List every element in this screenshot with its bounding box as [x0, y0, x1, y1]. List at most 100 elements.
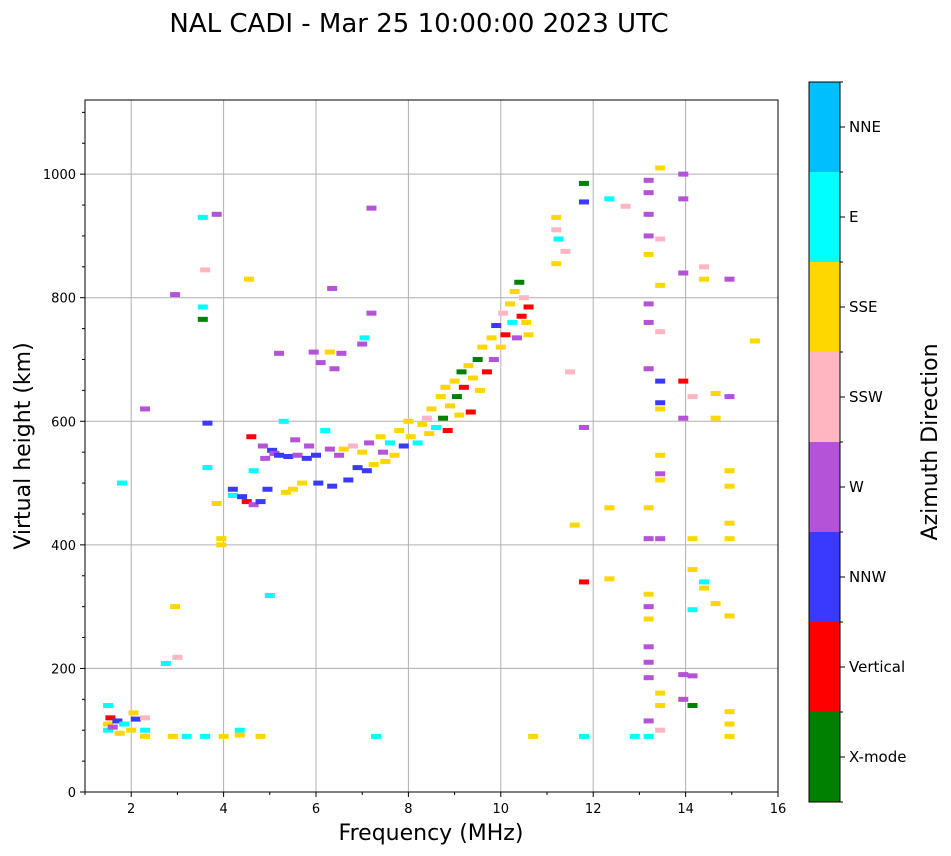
- echo-point: [655, 165, 666, 171]
- echo-point: [304, 443, 315, 449]
- echo-point: [488, 357, 499, 362]
- x-tick-label: 2: [127, 802, 135, 817]
- colorbar-label: SSW: [849, 388, 883, 406]
- echo-point: [643, 604, 654, 610]
- echo-point: [160, 660, 171, 666]
- echo-point: [366, 205, 377, 211]
- echo-point: [417, 421, 428, 427]
- echo-point: [578, 180, 589, 186]
- echo-point: [375, 434, 386, 440]
- echo-point: [655, 536, 666, 542]
- echo-point: [643, 591, 654, 597]
- echo-point: [200, 267, 211, 273]
- echo-point: [643, 733, 654, 739]
- echo-point: [560, 248, 571, 254]
- colorbar-segment: [809, 712, 840, 802]
- echo-point: [119, 721, 130, 727]
- echo-point: [643, 251, 654, 257]
- echo-point: [260, 455, 271, 461]
- echo-point: [724, 733, 735, 739]
- echo-point: [449, 378, 460, 384]
- echo-point: [412, 440, 423, 446]
- colorbar-segment: [809, 442, 840, 532]
- echo-point: [518, 295, 529, 301]
- echo-point: [655, 452, 666, 458]
- echo-point: [103, 703, 114, 708]
- y-tick-label: 400: [51, 539, 76, 554]
- echo-point: [699, 264, 710, 270]
- echo-point: [724, 709, 735, 715]
- echo-point: [334, 452, 345, 458]
- echo-point: [565, 369, 576, 375]
- echo-point: [678, 415, 689, 421]
- x-axis-label: Frequency (MHz): [339, 821, 524, 846]
- plot-area: 2 4 6 8 10 12 14 16 0 200 400 600 800 1000: [43, 99, 787, 817]
- echo-point: [454, 412, 465, 418]
- echo-point: [103, 727, 114, 733]
- echo-point: [687, 703, 698, 708]
- colorbar-label: Vertical: [849, 658, 905, 676]
- echo-point: [292, 452, 303, 458]
- echo-point: [167, 733, 178, 739]
- echo-point: [218, 733, 229, 739]
- echo-point: [710, 415, 721, 421]
- colorbar-title: Azimuth Direction: [918, 343, 943, 540]
- echo-point: [687, 567, 698, 573]
- echo-point: [521, 319, 532, 325]
- echo-point: [246, 434, 257, 440]
- echo-point: [347, 443, 358, 449]
- echo-point: [451, 394, 462, 400]
- echo-point: [234, 727, 245, 733]
- echo-point: [324, 446, 335, 452]
- echo-point: [130, 716, 141, 722]
- echo-point: [140, 727, 151, 733]
- echo-point: [324, 349, 335, 355]
- x-tick-label: 12: [585, 802, 602, 817]
- echo-point: [377, 449, 388, 455]
- echo-point: [366, 310, 377, 316]
- echo-point: [107, 724, 118, 730]
- echo-point: [724, 721, 735, 727]
- y-tick-label: 600: [51, 415, 76, 430]
- echo-point: [655, 477, 666, 483]
- echo-point: [643, 190, 654, 196]
- echo-point: [140, 715, 151, 721]
- echo-point: [170, 292, 181, 298]
- y-tick-label: 200: [51, 662, 76, 677]
- echo-point: [255, 733, 266, 739]
- echo-point: [505, 301, 516, 307]
- echo-point: [643, 366, 654, 372]
- echo-point: [687, 394, 698, 400]
- x-tick-label: 14: [677, 802, 694, 817]
- echo-point: [749, 338, 760, 344]
- echo-point: [643, 675, 654, 681]
- echo-point: [643, 536, 654, 542]
- echo-point: [724, 468, 735, 474]
- echo-point: [699, 585, 710, 591]
- echo-point: [643, 319, 654, 325]
- echo-point: [384, 440, 395, 446]
- colorbar-segment: [809, 532, 840, 622]
- echo-point: [678, 270, 689, 276]
- echo-point: [643, 718, 654, 724]
- echo-point: [297, 480, 308, 486]
- echo-point: [514, 279, 525, 285]
- echo-point: [211, 211, 222, 217]
- echo-point: [140, 406, 151, 412]
- echo-point: [426, 406, 437, 412]
- echo-point: [403, 418, 414, 424]
- echo-point: [237, 494, 248, 500]
- echo-point: [604, 505, 615, 511]
- echo-point: [394, 428, 405, 434]
- echo-point: [234, 732, 245, 738]
- echo-point: [523, 332, 534, 338]
- echo-point: [421, 415, 432, 421]
- echo-point: [200, 733, 211, 739]
- colorbar-label: X-mode: [849, 748, 906, 766]
- echo-point: [507, 319, 518, 325]
- echo-point: [643, 644, 654, 650]
- echo-point: [678, 196, 689, 202]
- x-tick-label: 4: [219, 802, 227, 817]
- x-tick-label: 16: [770, 802, 787, 817]
- echo-point: [211, 500, 222, 506]
